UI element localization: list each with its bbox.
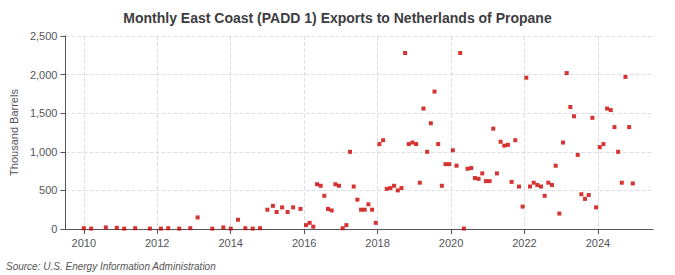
svg-text:2020: 2020 (439, 237, 463, 249)
svg-text:2024: 2024 (586, 237, 610, 249)
svg-text:500: 500 (39, 184, 57, 196)
svg-text:2018: 2018 (365, 237, 389, 249)
svg-text:2014: 2014 (218, 237, 242, 249)
svg-text:2,500: 2,500 (30, 30, 58, 42)
svg-text:1,500: 1,500 (30, 107, 58, 119)
svg-text:Monthly East Coast (PADD 1) Ex: Monthly East Coast (PADD 1) Exports to N… (123, 10, 552, 26)
svg-text:Thousand Barrels: Thousand Barrels (8, 89, 20, 176)
svg-text:2,000: 2,000 (30, 69, 58, 81)
svg-text:2022: 2022 (512, 237, 536, 249)
svg-text:1,000: 1,000 (30, 146, 58, 158)
svg-text:Source: U.S. Energy Informatio: Source: U.S. Energy Information Administ… (6, 261, 216, 272)
svg-text:2010: 2010 (72, 237, 96, 249)
svg-text:0: 0 (51, 223, 57, 235)
svg-text:2016: 2016 (292, 237, 316, 249)
svg-text:2012: 2012 (145, 237, 169, 249)
